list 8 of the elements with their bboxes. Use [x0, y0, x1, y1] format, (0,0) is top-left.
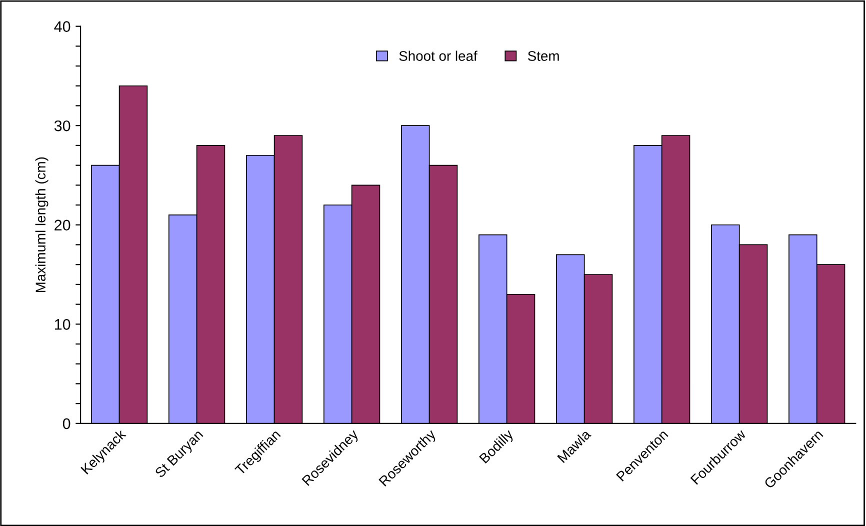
y-tick-label: 0: [62, 418, 70, 430]
y-axis-title: Maximuml length (cm): [35, 157, 48, 292]
legend-label: Shoot or leaf: [399, 50, 478, 61]
y-tick-label: 30: [54, 120, 70, 132]
legend-label: Stem: [528, 51, 559, 61]
y-tick-label: 20: [54, 220, 70, 231]
y-tick-label: 10: [54, 319, 70, 330]
y-tick-label: 40: [54, 21, 70, 32]
